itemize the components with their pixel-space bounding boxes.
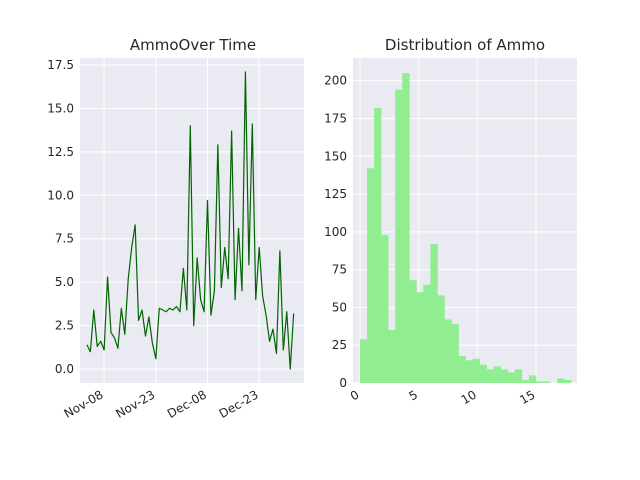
histogram-bar [402,73,410,384]
y-tick-label: 0.0 [55,362,74,376]
histogram-bar [374,107,382,383]
histogram-bar [500,369,509,383]
histogram-bar [557,378,565,383]
y-tick-label: 12.5 [47,145,74,159]
y-tick-label: 15.0 [47,101,74,115]
y-tick-label: 125 [324,187,347,201]
histogram-bar [451,324,459,383]
ammo-series-line [86,71,295,370]
histogram-plot-area [353,58,577,383]
x-tick-label: 15 [517,387,537,407]
y-tick-label: 200 [324,74,347,88]
histogram-bar [564,379,572,383]
histogram-bar [507,372,516,383]
time-series-gridlines [80,58,304,383]
histogram-bar [521,379,530,383]
x-tick-label: 0 [348,387,362,403]
histogram-bar [514,369,523,383]
y-tick-label: 50 [332,300,347,314]
y-tick-label: 25 [332,338,347,352]
histogram-panel: 0 25 50 75 100 125 150 175 200 0 5 10 15 Distributi… [324,36,577,407]
x-tick-label: Dec-08 [165,387,209,421]
histogram-bar [472,358,480,383]
histogram-bar [486,369,495,383]
x-tick-label: 5 [407,387,421,403]
histogram-bars [360,73,572,384]
time-series-x-tick-labels: Nov-08 Nov-23 Dec-08 Dec-23 [62,387,261,421]
histogram-bar [395,89,403,384]
y-tick-label: 100 [324,225,347,239]
histogram-bar [479,364,487,383]
histogram-bar [458,355,466,383]
y-tick-label: 0 [339,376,347,390]
time-series-y-tick-labels: 0.0 2.5 5.0 7.5 10.0 12.5 15.0 17.5 [47,58,74,376]
y-tick-label: 5.0 [55,275,74,289]
histogram-bar [535,381,544,383]
histogram-bar [493,366,502,383]
y-tick-label: 17.5 [47,58,74,72]
histogram-bar [381,234,389,383]
histogram-bar [465,360,473,383]
histogram-bar [437,295,445,383]
histogram-bar [416,292,424,383]
y-tick-label: 150 [324,149,347,163]
histogram-bar [367,168,375,383]
histogram-y-tick-labels: 0 25 50 75 100 125 150 175 200 [324,74,347,390]
time-series-line-group [86,71,295,370]
x-tick-label: Dec-23 [217,387,261,421]
x-tick-label: Nov-23 [113,387,157,420]
time-series-panel: 0.0 2.5 5.0 7.5 10.0 12.5 15.0 17.5 Nov-08 Nov-2… [47,36,304,421]
x-tick-label: 10 [459,387,479,407]
histogram-x-tick-labels: 0 5 10 15 [348,387,538,407]
histogram-bar [423,284,431,383]
y-tick-label: 175 [324,111,347,125]
histogram-bar [388,330,396,383]
y-tick-label: 75 [332,263,347,277]
histogram-bar [430,243,438,383]
histogram-bar [542,381,551,383]
y-tick-label: 10.0 [47,188,74,202]
histogram-bar [409,280,417,383]
y-tick-label: 2.5 [55,319,74,333]
histogram-bar [528,375,537,383]
y-tick-label: 7.5 [55,232,74,246]
time-series-title: AmmoOver Time [130,36,256,54]
x-tick-label: Nov-08 [62,387,106,420]
histogram-bar [444,319,452,383]
histogram-title: Distribution of Ammo [385,36,545,54]
histogram-bar [360,339,368,383]
